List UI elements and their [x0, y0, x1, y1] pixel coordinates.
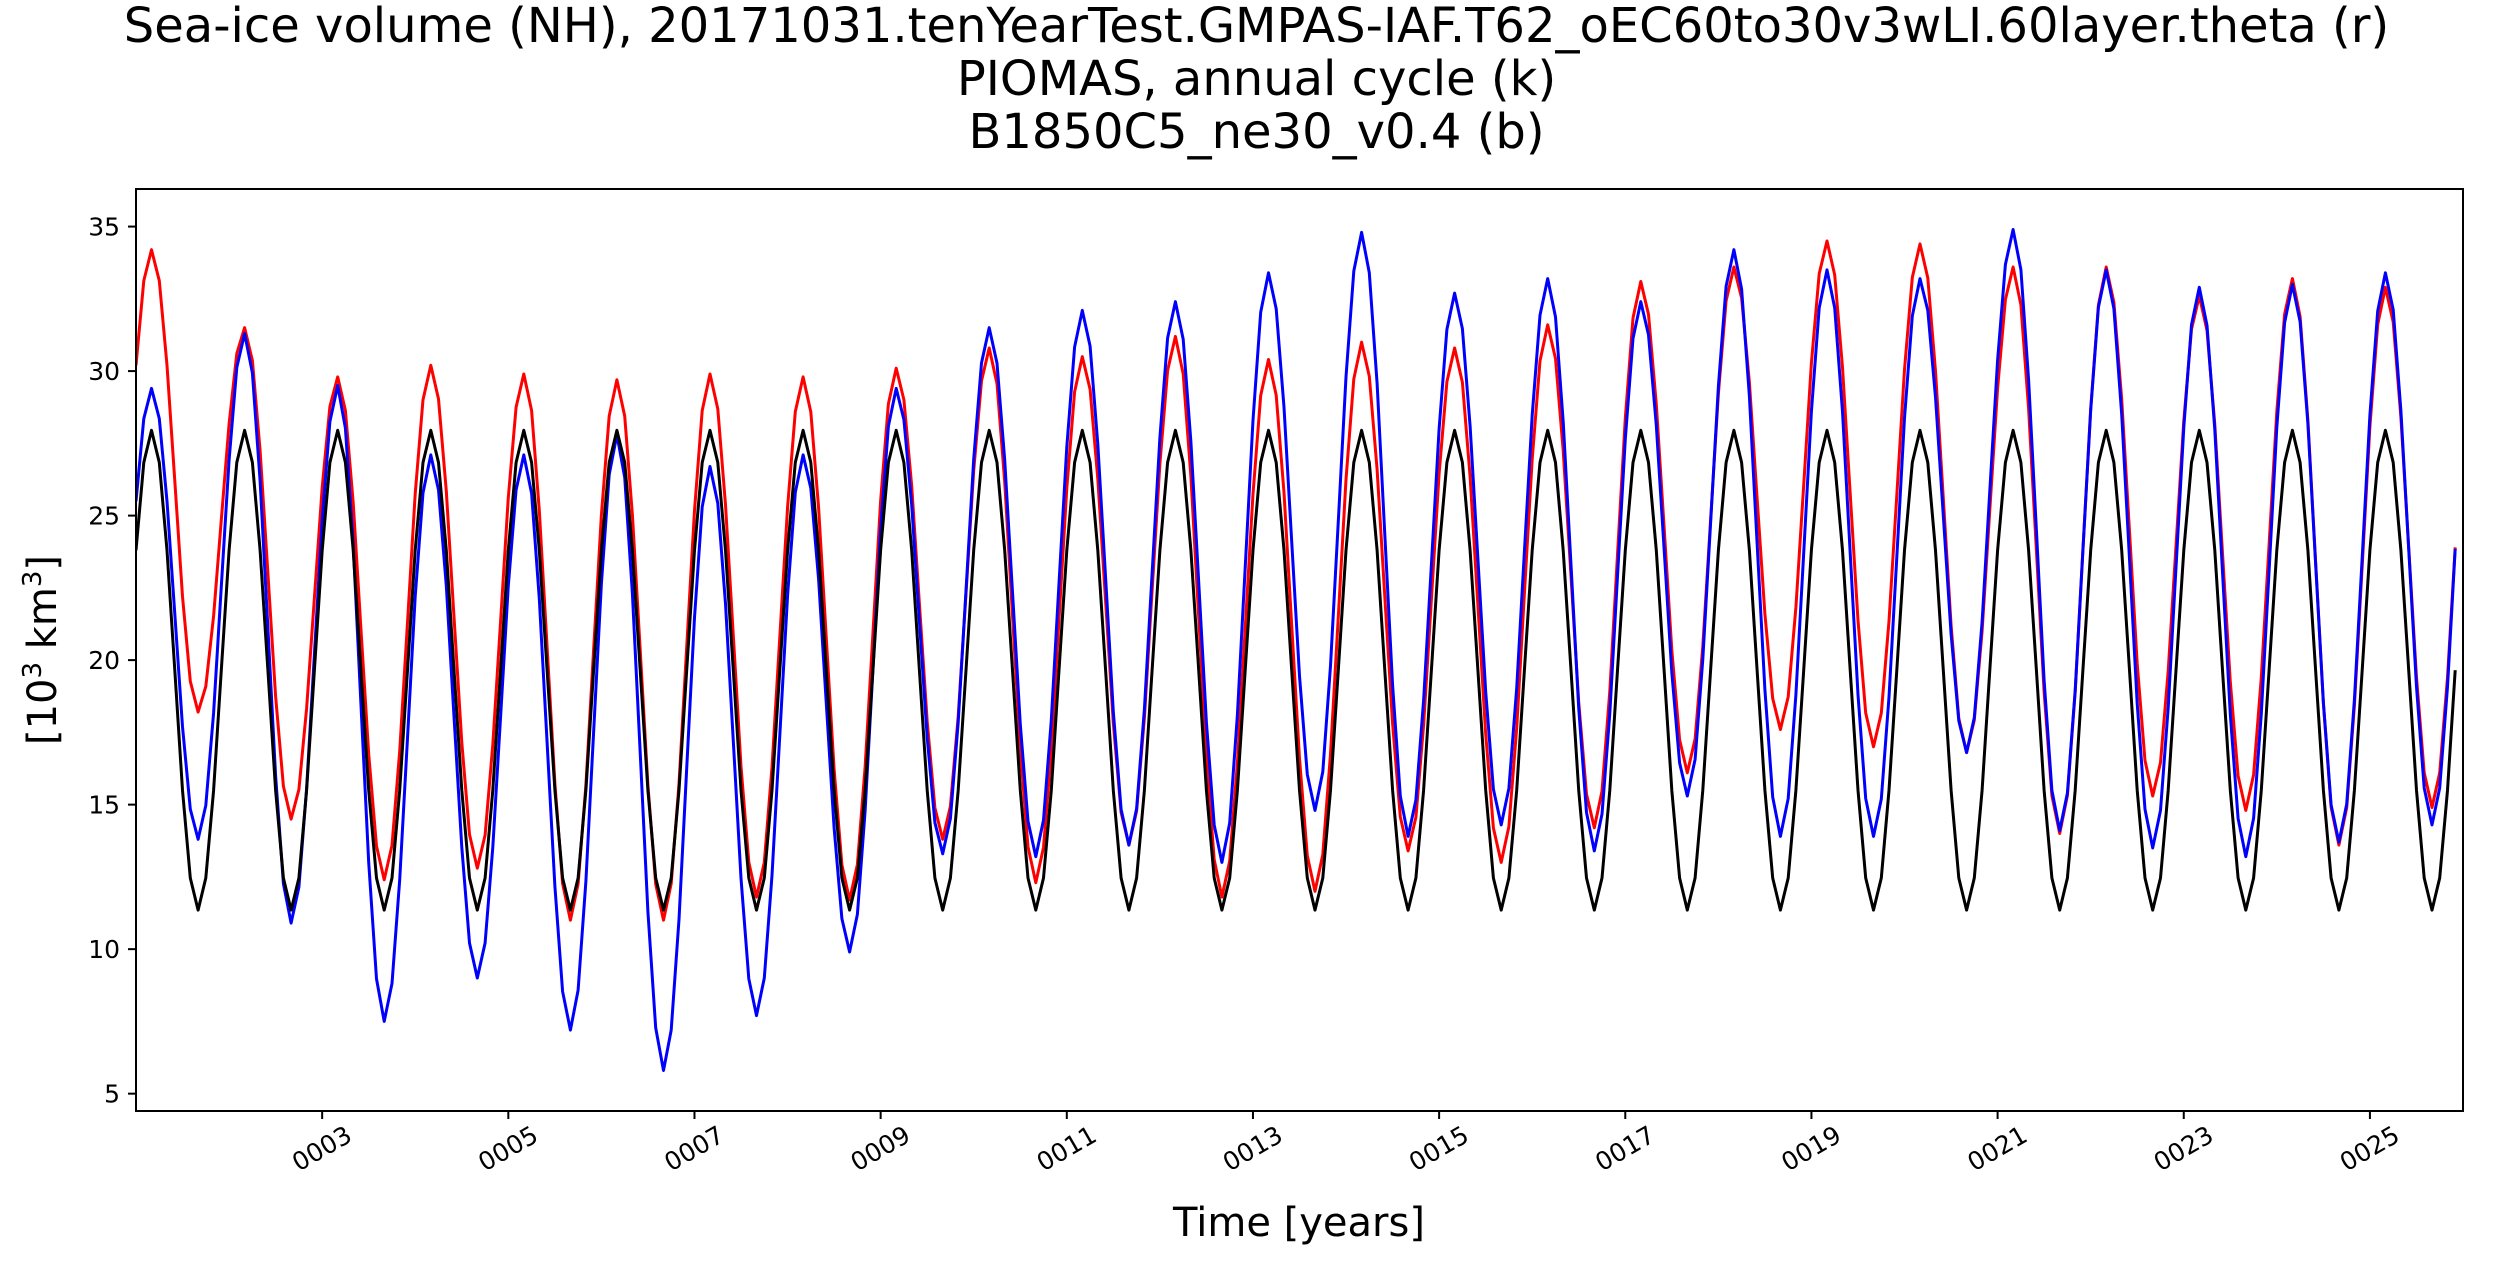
chart-title-line-2: PIOMAS, annual cycle (k)	[956, 51, 1557, 107]
y-tick-label: 35	[88, 213, 120, 242]
y-tick-label: 5	[104, 1080, 120, 1109]
x-tick-label: 0005	[473, 1120, 543, 1177]
series-line-1	[136, 239, 2457, 922]
ticks-layer: 0003 0005 0007 0009 0011 0013 0015 0017 0019 0021…	[88, 213, 2404, 1177]
y-tick-label: 15	[88, 791, 120, 820]
x-tick-label: 0017	[1590, 1120, 1660, 1177]
series-layer	[136, 228, 2457, 1072]
y-axis-label: [103 km3]	[18, 555, 66, 745]
chart-title: Sea-ice volume (NH), 20171031.tenYearTes…	[0, 0, 2513, 159]
y-tick-label: 30	[88, 357, 120, 386]
x-tick-label: 0023	[2149, 1120, 2219, 1177]
x-tick-label: 0025	[2335, 1120, 2405, 1177]
x-tick-label: 0013	[1218, 1120, 1288, 1177]
chart-title-line-3: B1850C5_ne30_v0.4 (b)	[968, 104, 1545, 160]
y-tick-label: 10	[88, 935, 120, 964]
x-tick-label: 0007	[659, 1120, 729, 1177]
x-tick-label: 0003	[287, 1120, 357, 1177]
series-line-3	[136, 428, 2457, 912]
y-tick-label: 20	[88, 646, 120, 675]
x-tick-label: 0015	[1404, 1120, 1474, 1177]
x-axis-label: Time [years]	[1172, 1200, 1425, 1246]
x-tick-label: 0021	[1963, 1120, 2033, 1177]
chart-title-line-1: Sea-ice volume (NH), 20171031.tenYearTes…	[123, 0, 2390, 54]
x-tick-label: 0019	[1776, 1120, 1846, 1177]
x-tick-label: 0011	[1032, 1120, 1102, 1177]
x-tick-label: 0009	[846, 1120, 916, 1177]
y-tick-label: 25	[88, 502, 120, 531]
series-line-2	[136, 228, 2457, 1072]
plot-frame	[135, 188, 2464, 1112]
